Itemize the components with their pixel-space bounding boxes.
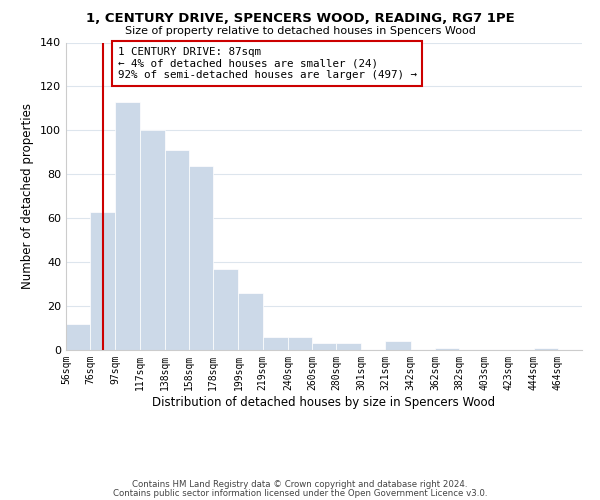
- Bar: [385, 341, 411, 350]
- Bar: [140, 130, 165, 350]
- Text: 1, CENTURY DRIVE, SPENCERS WOOD, READING, RG7 1PE: 1, CENTURY DRIVE, SPENCERS WOOD, READING…: [86, 12, 514, 26]
- Text: Size of property relative to detached houses in Spencers Wood: Size of property relative to detached ho…: [125, 26, 475, 36]
- Bar: [534, 348, 558, 350]
- Bar: [435, 348, 459, 350]
- Bar: [238, 293, 263, 350]
- Bar: [288, 337, 312, 350]
- Text: Contains public sector information licensed under the Open Government Licence v3: Contains public sector information licen…: [113, 489, 487, 498]
- Text: 1 CENTURY DRIVE: 87sqm
← 4% of detached houses are smaller (24)
92% of semi-deta: 1 CENTURY DRIVE: 87sqm ← 4% of detached …: [118, 47, 417, 80]
- Bar: [336, 344, 361, 350]
- Bar: [263, 337, 288, 350]
- Bar: [312, 344, 336, 350]
- Text: Contains HM Land Registry data © Crown copyright and database right 2024.: Contains HM Land Registry data © Crown c…: [132, 480, 468, 489]
- Bar: [66, 324, 90, 350]
- Y-axis label: Number of detached properties: Number of detached properties: [22, 104, 34, 289]
- X-axis label: Distribution of detached houses by size in Spencers Wood: Distribution of detached houses by size …: [152, 396, 496, 408]
- Bar: [213, 268, 238, 350]
- Bar: [90, 212, 115, 350]
- Bar: [165, 150, 189, 350]
- Bar: [189, 166, 213, 350]
- Bar: [115, 102, 140, 350]
